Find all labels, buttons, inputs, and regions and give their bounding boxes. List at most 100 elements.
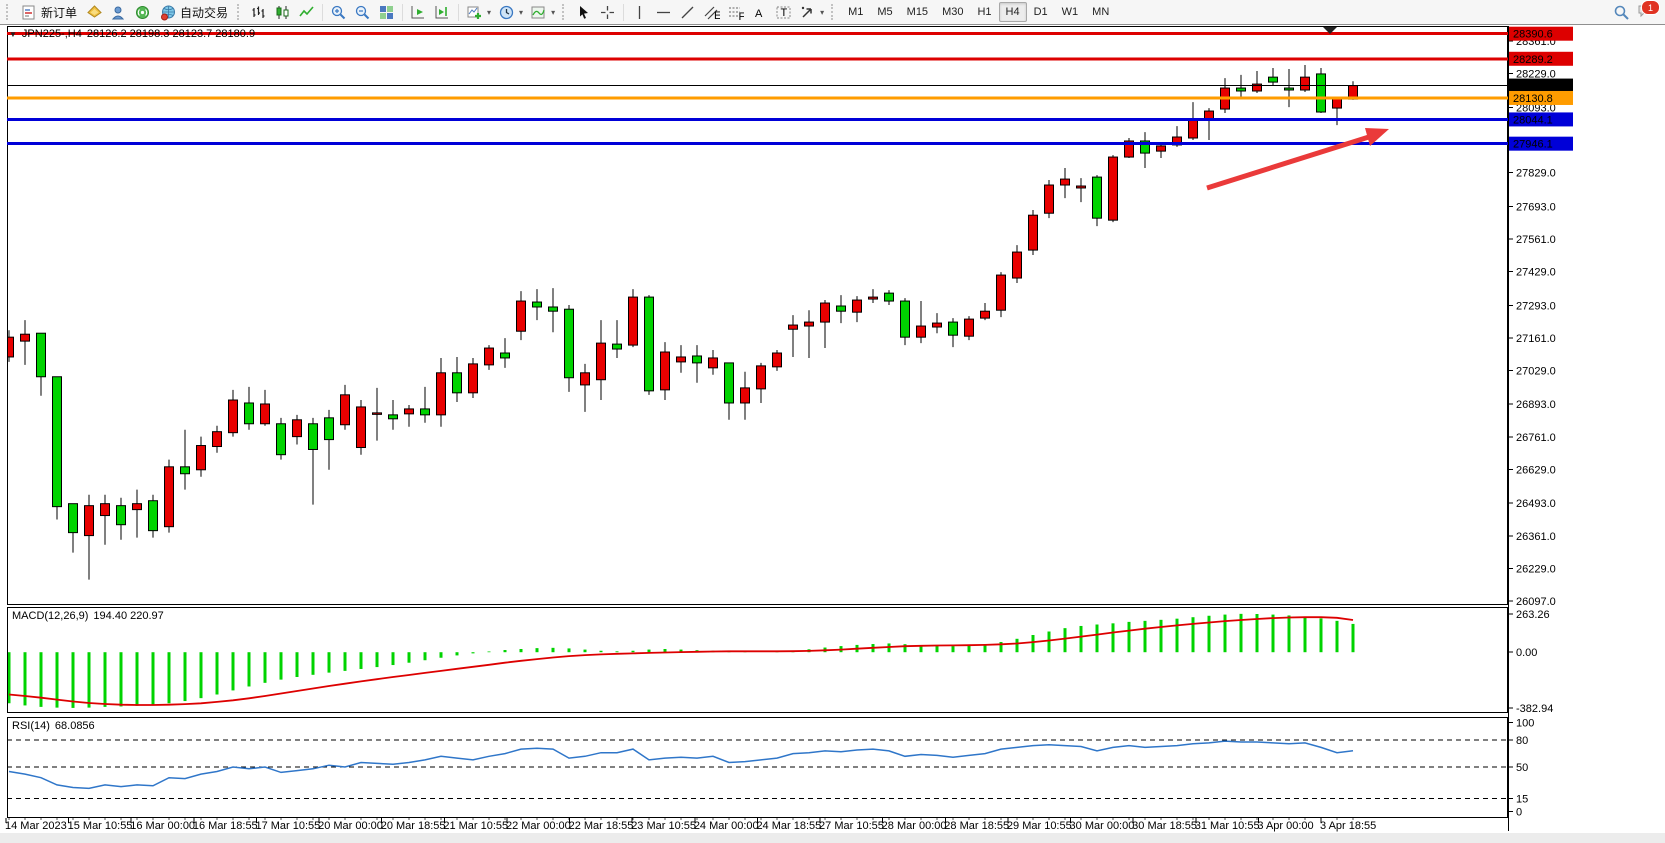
fibonacci-icon: F [729,7,744,21]
candle-body [836,305,846,312]
zoom-in-icon [331,5,346,19]
autotrading-button[interactable]: 自动交易 [155,1,233,24]
horizontal-line-button[interactable] [652,1,675,24]
timeframe-D1[interactable]: D1 [1033,6,1048,18]
price-tick-label: 26629.0 [1516,465,1556,477]
cursor-button[interactable] [572,1,595,24]
trend-arrow-head [1365,128,1389,146]
toolbar-separator [623,3,625,21]
autotrading-icon [161,5,176,20]
chevron-down-icon: ▾ [519,7,524,17]
auto-scroll-button[interactable] [407,1,430,24]
signals-button[interactable] [131,1,154,24]
candle-body [820,302,830,323]
candle-body [260,403,270,425]
bar-chart-button[interactable] [247,1,270,24]
equidistant-channel-button[interactable]: E [700,1,723,24]
price-badge-label: 28130.8 [1513,93,1553,105]
toolbar-separator [322,3,324,21]
candle-body [852,299,862,313]
candle-body [1108,156,1118,221]
rsi-line [8,740,1354,790]
candle-body [292,419,302,438]
toolbar-grip [237,4,243,20]
candle-body [612,343,622,350]
collapse-triangle-icon[interactable]: ▼ [9,29,17,39]
fibonacci-button[interactable]: F [724,1,747,24]
vertical-line-button[interactable] [628,1,651,24]
candle-body [756,365,766,390]
time-tick-label: 16 Mar 00:00 [130,820,195,832]
search-icon[interactable] [1613,4,1630,21]
text-label-button[interactable]: T [772,1,795,24]
candle-body [500,352,510,359]
timeframe-W1[interactable]: W1 [1061,6,1079,18]
candlestick-chart-button[interactable] [271,1,294,24]
price-tick-label: 27293.0 [1516,300,1556,312]
text-icon: A [755,8,763,20]
time-tick-label: 14 Mar 2023 [5,820,67,832]
timeframe-MN[interactable]: MN [1092,6,1110,18]
price-tick-label: 26229.0 [1516,563,1556,575]
price-tick-label: 28093.0 [1516,102,1556,114]
timeframe-M1[interactable]: M1 [848,6,864,18]
candle-body [532,301,542,308]
crosshair-button[interactable] [596,1,619,24]
candle-body [356,406,366,449]
price-badge-label: 28044.1 [1513,114,1553,126]
time-tick-label: 20 Mar 18:55 [381,820,446,832]
chart-shift-button[interactable] [431,1,454,24]
navigator-button[interactable] [107,1,130,24]
horizontal-line-icon [657,11,671,13]
candle-body [52,376,62,508]
arrows-icon [801,6,812,18]
time-tick-label: 28 Mar 18:55 [944,820,1009,832]
timeframe-H4[interactable]: H4 [998,2,1027,22]
price-badge [1509,78,1573,93]
new-order-icon [22,5,35,19]
text-button[interactable]: A [748,1,771,24]
price-badge [1509,112,1573,127]
toolbar-grip [6,4,12,20]
candle-body [980,310,990,319]
templates-icon [531,6,545,18]
line-chart-button[interactable] [295,1,318,24]
indicators-icon [467,6,482,19]
candle-body [404,408,414,415]
new-order-button[interactable]: 新订单 [16,1,82,24]
templates-button[interactable]: ▾ [527,1,558,24]
time-tick-label: 17 Mar 10:55 [255,820,320,832]
cursor-icon [580,5,589,19]
zoom-in-button[interactable] [327,1,350,24]
zoom-out-button[interactable] [351,1,374,24]
chart-ohlc-values: 28126.2 28198.3 28123.7 28180.9 [86,28,256,40]
timeframe-M15[interactable]: M15 [906,6,929,18]
time-tick-label: 16 Mar 18:55 [193,820,258,832]
arrows-button[interactable]: ▾ [796,1,827,24]
timeframe-M30[interactable]: M30 [942,6,964,18]
clock-icon [499,5,514,19]
time-tick-label: 28 Mar 00:00 [882,820,947,832]
market-watch-icon [87,4,102,18]
candle-body [436,372,446,416]
toolbar-grip [831,4,837,20]
candle-body [8,336,14,358]
chat-button[interactable]: 1 [1636,0,1660,22]
indicators-button[interactable]: ▾ [463,1,494,24]
candle-body [788,324,798,330]
timeframe-H1[interactable]: H1 [977,6,992,18]
periods-button[interactable]: ▾ [495,1,526,24]
tile-windows-button[interactable] [375,1,398,24]
candle-body [1076,185,1086,189]
price-badge [1509,26,1573,41]
candle-body [1124,140,1134,158]
candle-body [484,347,494,366]
new-order-label: 新订单 [41,5,78,20]
trendline-button[interactable] [676,1,699,24]
rsi-tick-label: 0 [1516,807,1522,819]
signals-icon [136,5,150,19]
timeframe-M5[interactable]: M5 [877,6,893,18]
market-watch-button[interactable] [83,1,106,24]
trend-arrow[interactable] [1206,128,1389,191]
